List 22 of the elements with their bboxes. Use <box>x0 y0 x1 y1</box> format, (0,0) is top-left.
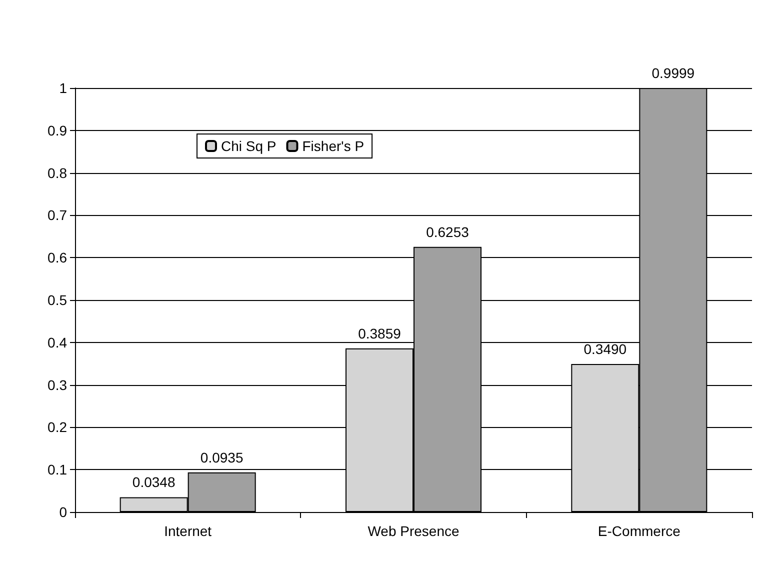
data-label: 0.0348 <box>132 474 176 490</box>
y-tick-label: 0.9 <box>48 122 68 138</box>
legend-label: Fisher's P <box>302 138 364 154</box>
y-tick-label: 0.6 <box>48 250 68 266</box>
y-tick-label: 0.2 <box>48 419 68 436</box>
y-tick-label: 0.5 <box>48 292 68 308</box>
y-tick-label: 0.3 <box>48 376 68 393</box>
y-tick-label: 0 <box>59 504 68 520</box>
data-label: 0.3859 <box>358 325 402 342</box>
x-tick-label: E-Commerce <box>598 523 681 539</box>
y-tick-label: 0.1 <box>48 462 68 478</box>
y-tick-label: 0.8 <box>48 164 68 181</box>
legend-label: Chi Sq P <box>221 138 276 154</box>
y-tick-label: 1 <box>59 80 68 96</box>
y-tick-label: 0.4 <box>48 334 68 350</box>
x-tick-label: Internet <box>164 523 212 539</box>
data-label: 0.3490 <box>584 341 627 358</box>
data-label: 0.0935 <box>200 449 244 466</box>
y-tick-label: 0.7 <box>48 207 68 224</box>
data-label: 0.6253 <box>426 224 470 240</box>
x-tick-label: Web Presence <box>368 523 460 539</box>
data-label: 0.9999 <box>652 65 695 82</box>
